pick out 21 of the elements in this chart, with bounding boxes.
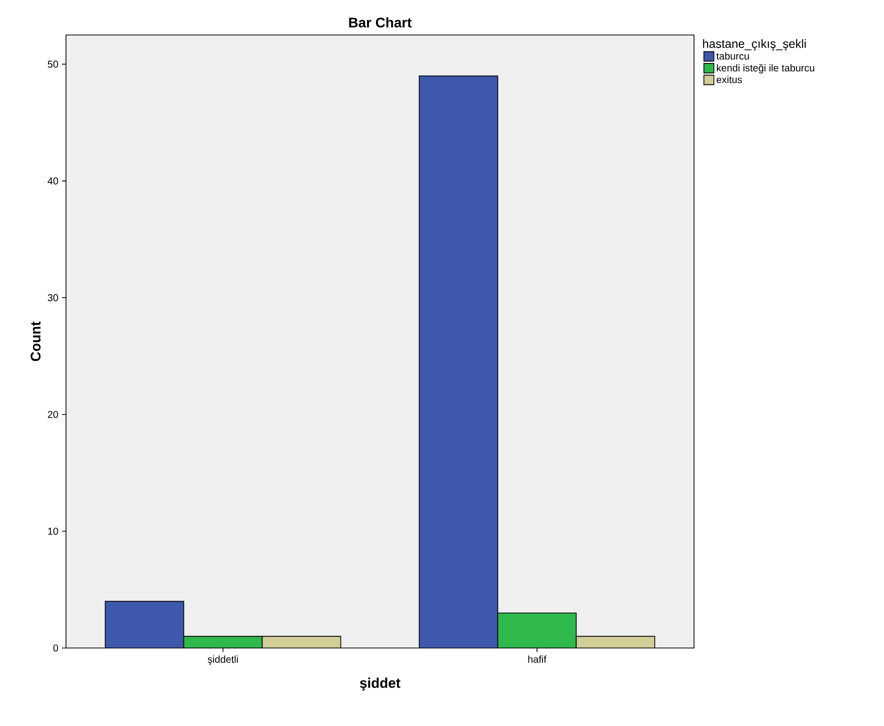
bar [184, 636, 262, 648]
chart-title: Bar Chart [349, 17, 412, 28]
x-tick-label: şiddetli [208, 656, 238, 665]
bar [497, 612, 577, 648]
legend-title: hastane_çıkış_şekli [703, 39, 806, 50]
bar [576, 636, 656, 648]
y-axis-title: Count [30, 322, 41, 362]
x-axis-title: şiddet [360, 678, 400, 691]
y-tick-label: 40 [48, 177, 58, 184]
x-tick-label: hafif [528, 656, 546, 663]
bar [104, 600, 184, 648]
y-tick-label: 50 [48, 60, 58, 68]
legend-label: taburcu [716, 52, 749, 60]
y-tick-label: 20 [48, 410, 58, 418]
y-tick-label: 30 [48, 294, 58, 302]
y-tick-label: 0 [53, 644, 58, 652]
legend-label: kendi isteği ile taburcu [716, 64, 814, 74]
bar [262, 636, 341, 648]
legend-label: exitus [716, 76, 742, 84]
bar [418, 75, 498, 648]
y-tick-label: 10 [48, 528, 58, 535]
